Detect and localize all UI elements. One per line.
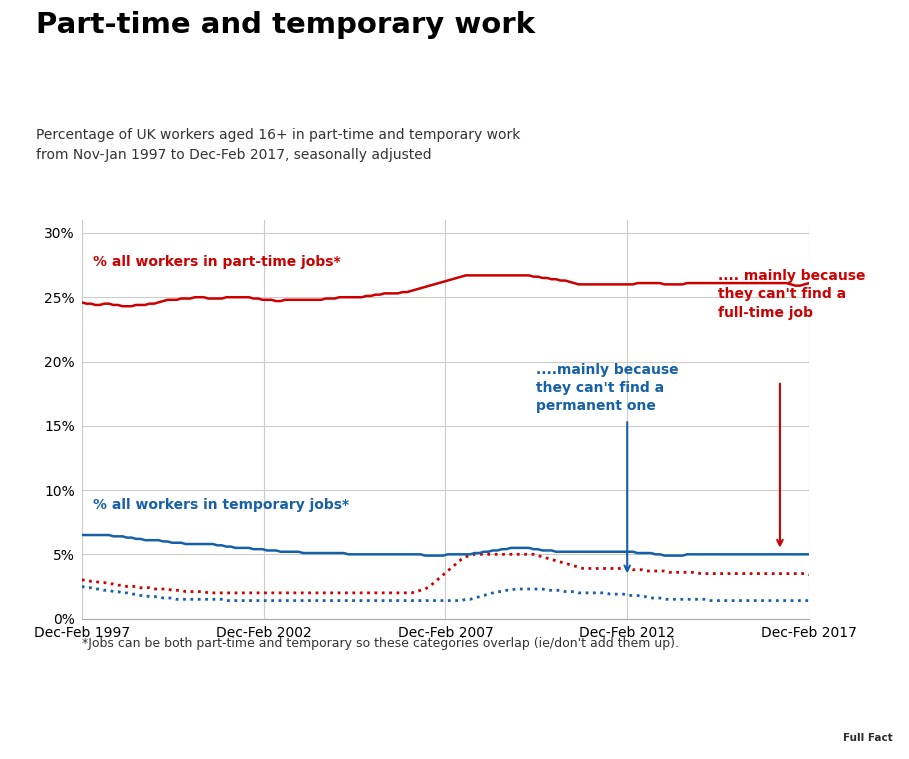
Polygon shape bbox=[764, 672, 909, 759]
Text: Full Fact: Full Fact bbox=[844, 733, 893, 743]
Text: .... mainly because
they can't find a
full-time job: .... mainly because they can't find a fu… bbox=[718, 269, 865, 320]
Text: Percentage of UK workers aged 16+ in part-time and temporary work
from Nov-Jan 1: Percentage of UK workers aged 16+ in par… bbox=[36, 128, 521, 162]
Text: Part-time and temporary work: Part-time and temporary work bbox=[36, 11, 535, 39]
Text: ....mainly because
they can't find a
permanent one: ....mainly because they can't find a per… bbox=[536, 363, 679, 414]
Text: Source:: Source: bbox=[27, 707, 87, 720]
Text: % all workers in part-time jobs*: % all workers in part-time jobs* bbox=[93, 255, 340, 269]
Text: *Jobs can be both part-time and temporary so these categories overlap (ie/don't : *Jobs can be both part-time and temporar… bbox=[82, 637, 679, 650]
Text: % all workers in temporary jobs*: % all workers in temporary jobs* bbox=[93, 499, 349, 512]
Text: ONS, Table EMP 01 SA, April 2017: ONS, Table EMP 01 SA, April 2017 bbox=[105, 707, 343, 720]
